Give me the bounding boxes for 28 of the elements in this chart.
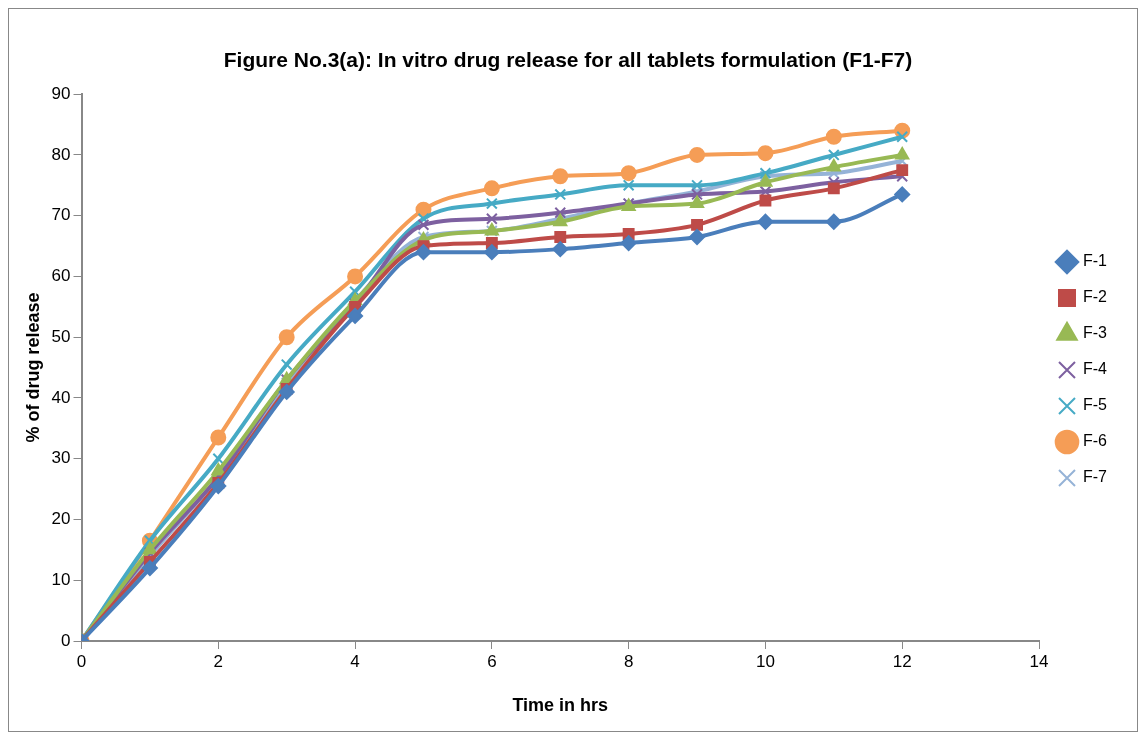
y-tick-label: 0 (61, 630, 71, 650)
y-tick-label: 40 (51, 387, 71, 407)
x-tick-label: 0 (76, 651, 87, 671)
y-tick-label: 60 (51, 266, 71, 286)
y-axis-title: % of drug release (22, 292, 43, 443)
y-tick-label: 10 (51, 569, 71, 589)
legend-label: F-7 (1083, 468, 1108, 486)
legend-label: F-5 (1083, 396, 1108, 414)
x-axis-title: Time in hrs (512, 695, 609, 716)
legend-label: F-3 (1083, 324, 1108, 342)
x-tick-label: 10 (755, 651, 775, 671)
y-tick-label: 30 (51, 448, 71, 468)
x-tick-label: 14 (1029, 651, 1049, 671)
x-tick-label: 6 (487, 651, 497, 671)
y-tick-label: 80 (51, 144, 71, 164)
y-tick-label: 20 (51, 509, 71, 529)
y-tick-label: 90 (51, 83, 71, 103)
chart-title: Figure No.3(a): In vitro drug release for all tablets formulation (F1-F7) (223, 48, 913, 72)
legend-label: F-1 (1083, 252, 1108, 270)
x-tick-label: 8 (623, 651, 634, 671)
legend-label: F-4 (1083, 360, 1108, 378)
x-tick-label: 4 (350, 651, 360, 671)
x-tick-label: 12 (892, 651, 912, 671)
y-tick-label: 50 (51, 326, 71, 346)
legend-label: F-6 (1083, 432, 1108, 450)
y-tick-label: 70 (51, 205, 71, 225)
x-tick-label: 2 (213, 651, 224, 671)
legend-label: F-2 (1083, 288, 1108, 306)
